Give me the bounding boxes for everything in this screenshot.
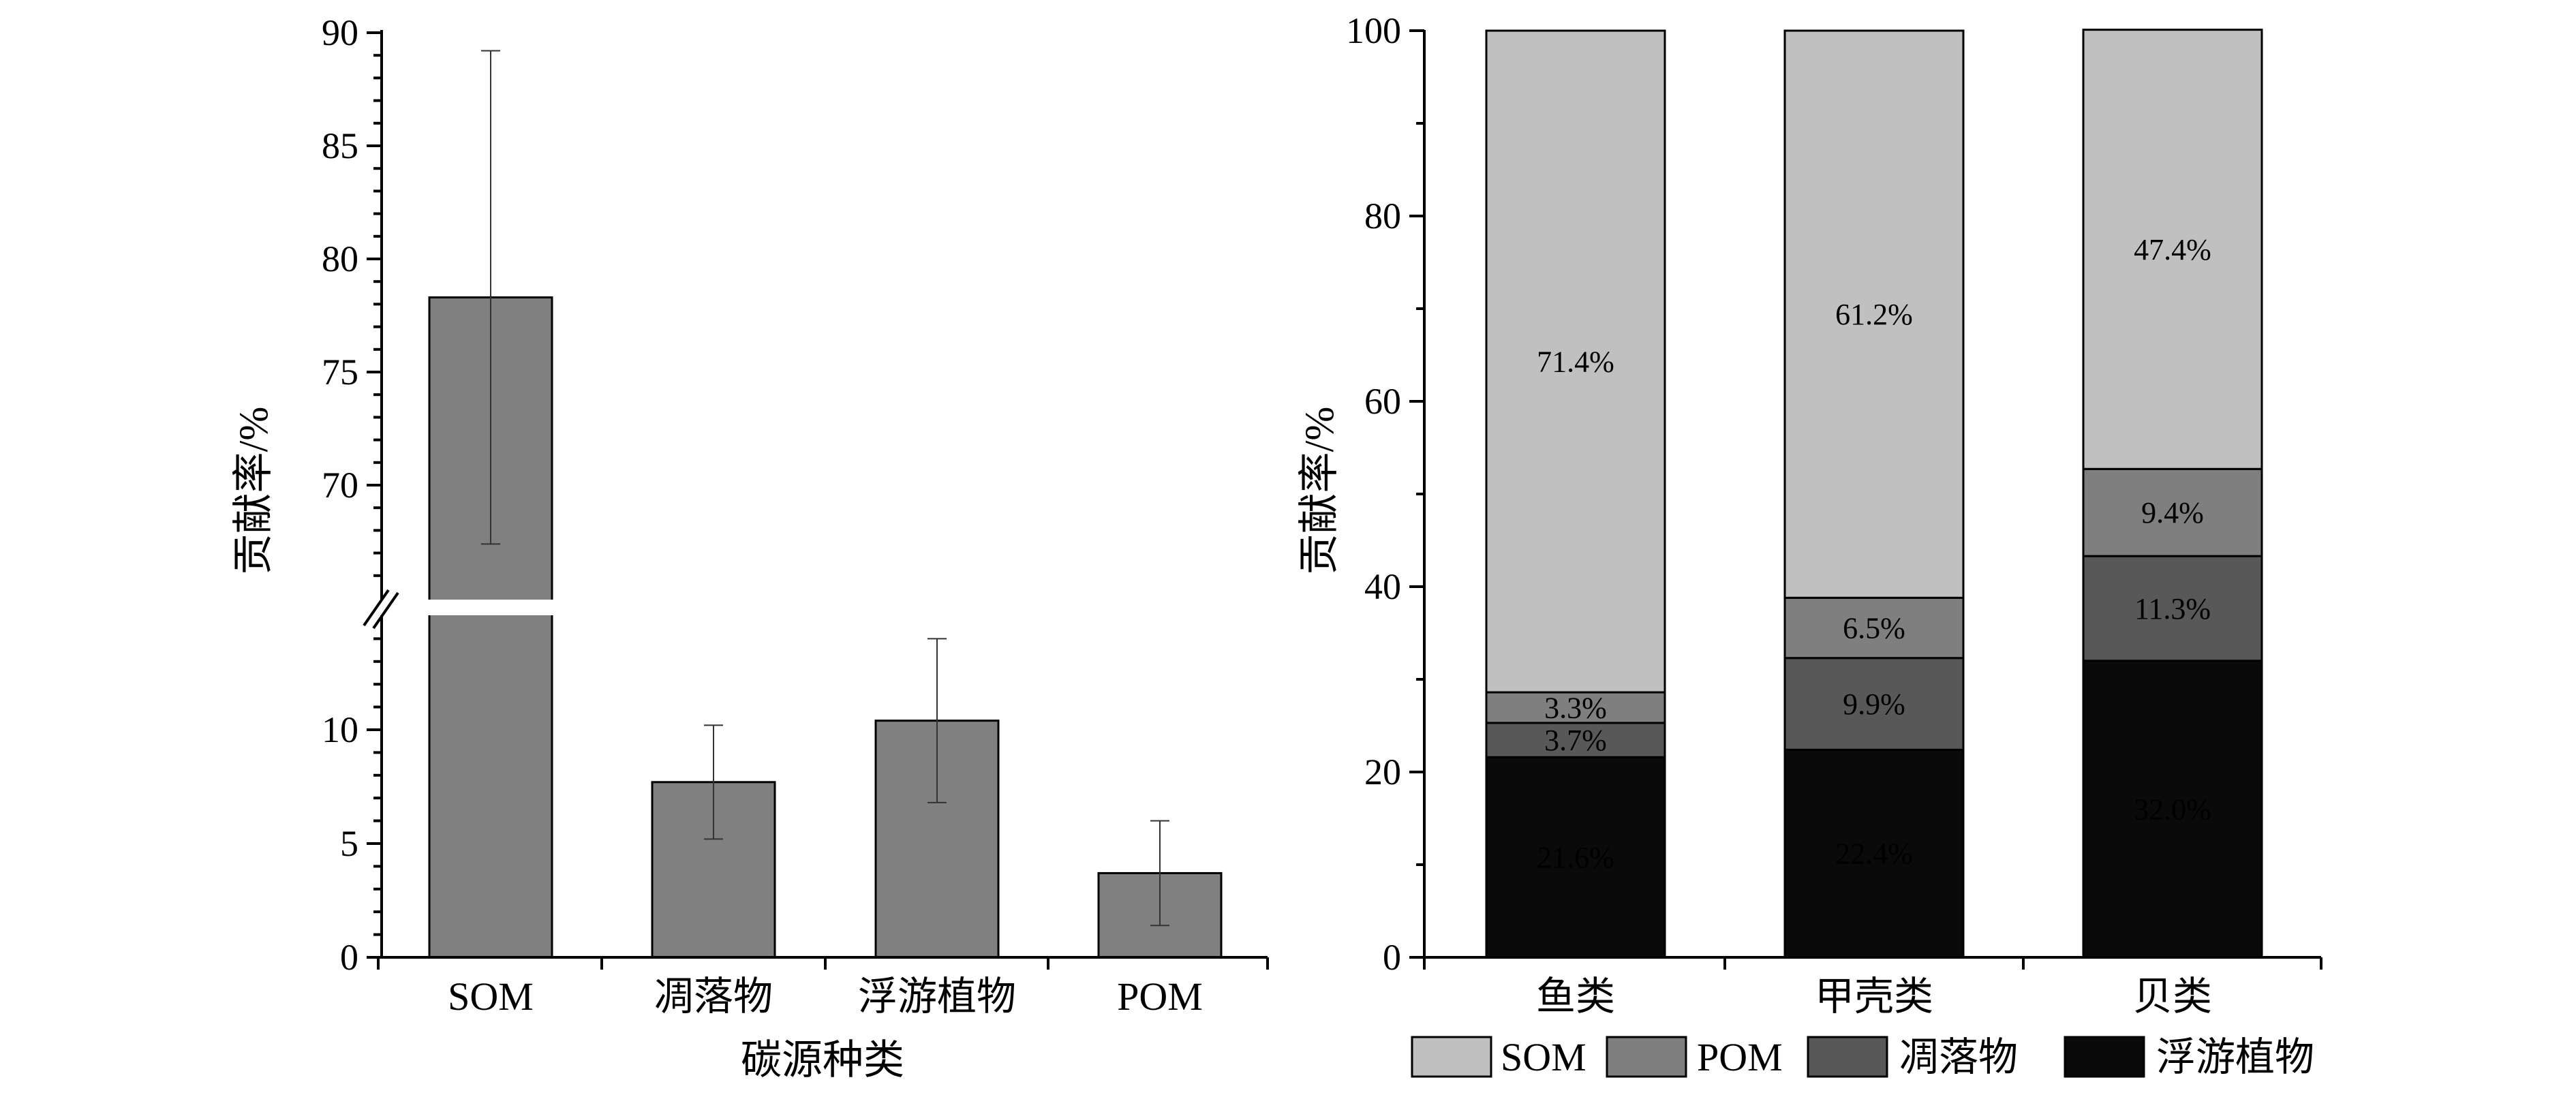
data-label: 11.3% bbox=[2134, 592, 2211, 626]
x-category-label: 浮游植物 bbox=[858, 974, 1016, 1019]
y-tick-label: 85 bbox=[322, 125, 358, 166]
y-axis-title: 贡献率/% bbox=[231, 407, 276, 575]
data-label: 71.4% bbox=[1537, 345, 1614, 379]
legend: SOM POM 凋落物 浮游植物 bbox=[1411, 1035, 2314, 1079]
right-chart: 21.6% 3.7%3.3% 71.4% 22.4% 9.9% 6.5% 61.2% 32.0… bbox=[1297, 10, 2322, 1019]
y-tick-label: 5 bbox=[340, 823, 358, 864]
legend-label: POM bbox=[1697, 1035, 1783, 1079]
x-category-label: 甲壳类 bbox=[1815, 974, 1933, 1019]
legend-swatch-1 bbox=[1606, 1036, 1687, 1078]
data-label: 9.4% bbox=[2141, 496, 2204, 529]
y-tick-label: 100 bbox=[1346, 10, 1401, 51]
legend-label: 凋落物 bbox=[1899, 1035, 2018, 1079]
data-label: 61.2% bbox=[1835, 298, 1913, 331]
y-tick-label: 75 bbox=[322, 352, 358, 392]
y-tick-label: 10 bbox=[322, 709, 358, 750]
legend-swatch-0 bbox=[1411, 1036, 1492, 1078]
x-category-label: POM bbox=[1117, 974, 1203, 1019]
data-label: 47.4% bbox=[2134, 233, 2211, 266]
stacked-segment-0-2 bbox=[2082, 660, 2263, 959]
stacked-segment-3-0 bbox=[1485, 29, 1666, 694]
x-axis-title: 碳源种类 bbox=[741, 1038, 904, 1083]
break-mark-1 bbox=[363, 589, 390, 627]
left-chart: 70 75 80 85 90 0 5 10 SOM 凋落物 浮游植物 POM 碳源种类 贡献率/% bbox=[231, 12, 1269, 1083]
y-tick-label: 0 bbox=[1383, 937, 1401, 978]
y-tick-label: 60 bbox=[1364, 381, 1401, 422]
y-tick-label: 0 bbox=[340, 937, 358, 978]
data-label: 22.4% bbox=[1835, 837, 1913, 871]
stacked-segment-3-2 bbox=[2082, 29, 2263, 470]
y-tick-label: 80 bbox=[1364, 196, 1401, 236]
axis-break-gap bbox=[378, 600, 562, 615]
data-label: 32.0% bbox=[2134, 792, 2211, 826]
data-label: 3.3% bbox=[1544, 691, 1607, 724]
stacked-segment-2-2 bbox=[2082, 467, 2263, 557]
x-category-label: 凋落物 bbox=[654, 974, 773, 1019]
break-mark-2 bbox=[372, 591, 399, 630]
y-tick-label: 90 bbox=[322, 12, 358, 53]
y-tick-label: 40 bbox=[1364, 566, 1401, 607]
legend-label: SOM bbox=[1501, 1035, 1586, 1079]
stacked-segment-1-2 bbox=[2082, 555, 2263, 662]
data-label: 6.5% bbox=[1843, 612, 1905, 645]
y-tick-label: 20 bbox=[1364, 752, 1401, 792]
y-tick-label: 70 bbox=[322, 465, 358, 506]
stacked-segment-2-1 bbox=[1783, 596, 1965, 660]
data-label: 9.9% bbox=[1843, 688, 1905, 721]
stacked-segment-1-1 bbox=[1783, 657, 1965, 751]
legend-swatch-3 bbox=[2064, 1036, 2145, 1078]
legend-swatch-2 bbox=[1807, 1036, 1888, 1078]
data-label: 3.7% bbox=[1544, 724, 1607, 757]
legend-label: 浮游植物 bbox=[2156, 1035, 2314, 1079]
y-tick-label: 80 bbox=[322, 238, 358, 279]
x-category-label: SOM bbox=[448, 974, 534, 1019]
x-category-label: 贝类 bbox=[2133, 974, 2212, 1019]
x-category-label: 鱼类 bbox=[1536, 974, 1615, 1019]
data-label: 21.6% bbox=[1537, 841, 1614, 874]
y-axis-title: 贡献率/% bbox=[1297, 407, 1342, 575]
stacked-segment-0-1 bbox=[1783, 748, 1965, 959]
stacked-segment-3-1 bbox=[1783, 29, 1965, 599]
